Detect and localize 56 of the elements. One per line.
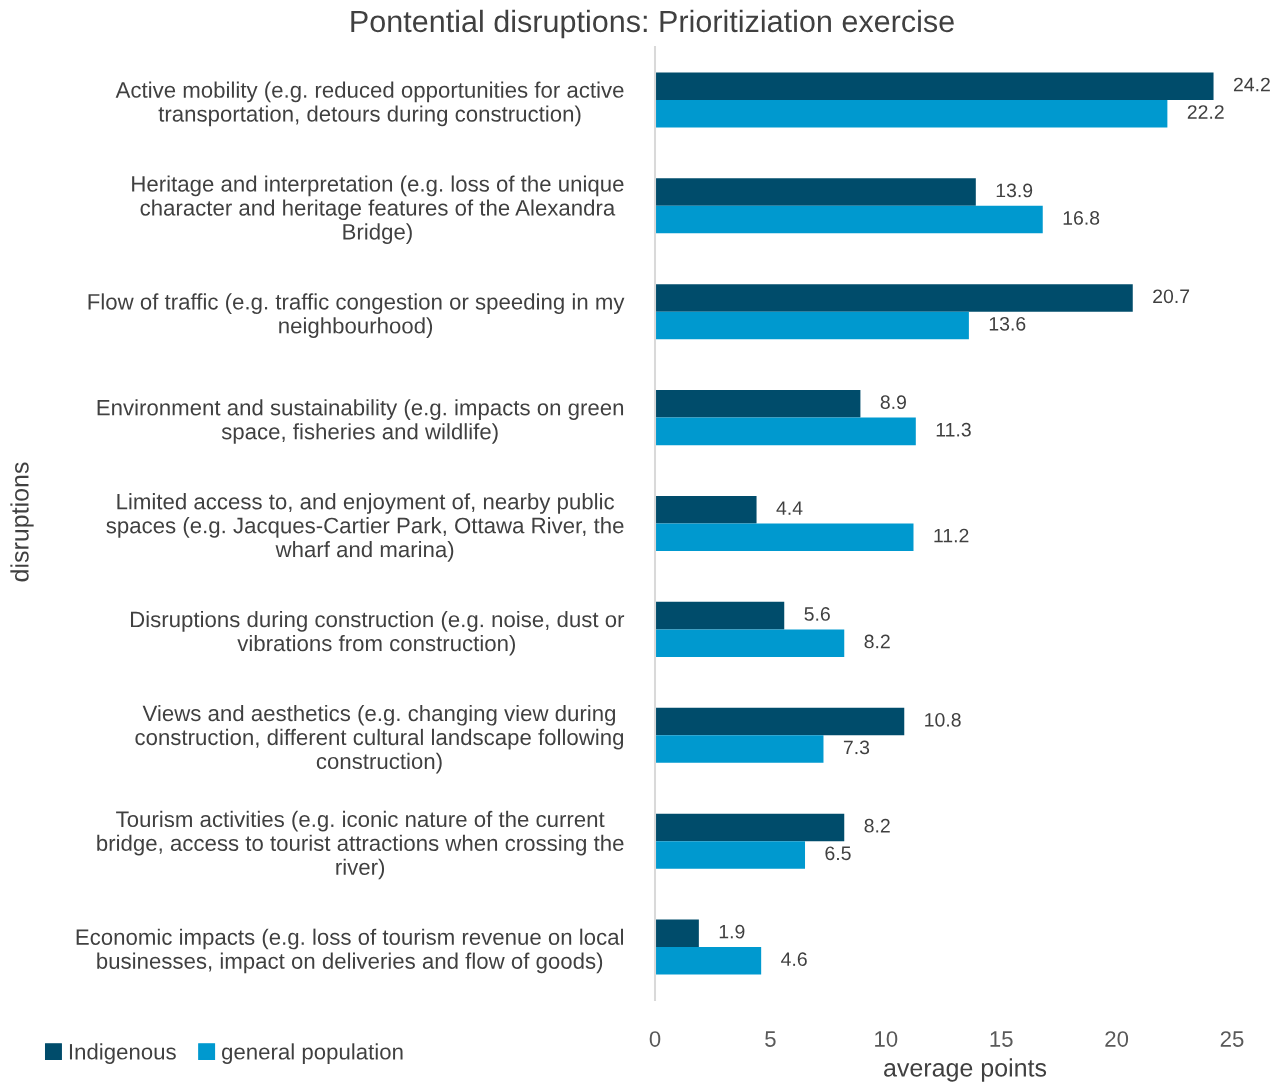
bar [655,601,785,630]
x-tick-label: 25 [1220,1031,1244,1047]
bar [655,523,914,552]
bar [655,495,757,524]
y-axis-title: disruptions [10,462,34,582]
bar [655,947,762,975]
bar [655,284,1133,312]
data-label: 8.9 [880,395,906,410]
data-label: 6.5 [825,846,851,861]
y-tick-label: Environment and sustainability (e.g. impacts on green space, fisheries and wildlife) [97,399,624,444]
x-axis-title: average points [884,1058,1047,1082]
x-tick-label: 5 [765,1031,776,1047]
legend-label: general population [222,1043,403,1064]
data-label: 10.8 [925,712,961,727]
data-label: 24.2 [1233,77,1270,92]
data-label: 7.3 [843,740,870,755]
data-label: 5.6 [804,607,830,621]
data-label: 4.4 [776,501,803,515]
bar [655,735,824,763]
y-tick-label: Tourism activities (e.g. iconic nature of the current bridge, access to tourist attractions when crossing the river) [97,810,624,880]
x-tick-label: 15 [990,1031,1013,1047]
bar [655,205,1043,234]
data-label: 20.7 [1153,289,1190,304]
bar [655,841,806,869]
y-tick-label: Active mobility (e.g. reduced opportunities for active transportation, detours during construction) [115,81,624,127]
y-tick-label: Flow of traffic (e.g. traffic congestion or speeding in my neighbourhood) [88,293,625,338]
data-label: 13.9 [996,183,1033,198]
bar [655,813,845,842]
data-label: 11.3 [936,422,971,437]
data-label: 22.2 [1187,105,1224,119]
bar [655,72,1214,100]
bar [655,178,976,206]
bar [655,707,905,736]
data-label: 8.2 [864,818,890,833]
x-tick-label: 10 [875,1031,898,1047]
data-label: 1.9 [719,924,745,939]
bar [655,629,845,657]
legend-label: Indigenous [69,1043,176,1064]
bar [655,390,861,418]
bar [655,99,1168,128]
data-label: 8.2 [864,634,890,649]
x-tick-label: 20 [1105,1031,1129,1047]
y-tick-label: Disruptions during construction (e.g. noise, dust or vibrations from construction) [130,610,625,656]
data-label: 13.6 [989,316,1026,331]
y-tick-label: Views and aesthetics (e.g. changing view during construction, different cultural landscape following construction) [135,704,624,774]
data-label: 4.6 [781,952,807,967]
bar [655,919,699,948]
y-tick-label: Limited access to, and enjoyment of, nearby public spaces (e.g. Jacques-Cartier Park, Ottawa River, the wharf and marina) [106,493,624,562]
y-tick-label: Heritage and interpretation (e.g. loss of the unique character and heritage features of the Alexandra Bridge) [132,175,624,245]
data-label: 11.2 [934,528,969,543]
y-tick-label: Economic impacts (e.g. loss of tourism revenue on local businesses, impact on deliveries and flow of goods) [76,928,623,974]
chart-title: Pontential disruptions: Prioritiziation exercise [351,9,954,39]
bar [655,311,969,340]
bar [655,417,916,446]
data-label: 16.8 [1063,211,1100,225]
x-tick-label: 0 [649,1031,661,1047]
